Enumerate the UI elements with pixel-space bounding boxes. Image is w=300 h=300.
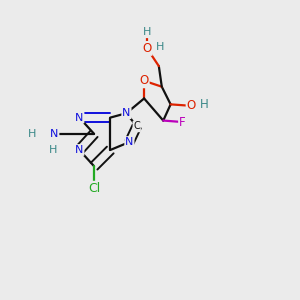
Text: O: O bbox=[142, 42, 152, 55]
Text: N: N bbox=[125, 137, 134, 147]
Text: F: F bbox=[179, 116, 186, 128]
Text: N: N bbox=[50, 129, 58, 139]
Text: H: H bbox=[49, 145, 57, 155]
Text: H: H bbox=[28, 129, 36, 139]
Text: N: N bbox=[75, 145, 83, 155]
Text: O: O bbox=[187, 99, 196, 112]
Text: N: N bbox=[75, 112, 83, 123]
Text: H: H bbox=[143, 27, 151, 37]
Text: Cl: Cl bbox=[88, 182, 100, 195]
Text: O: O bbox=[140, 74, 149, 87]
Text: C: C bbox=[134, 122, 140, 131]
Text: H: H bbox=[156, 42, 164, 52]
Text: H: H bbox=[200, 98, 209, 111]
Text: N: N bbox=[122, 108, 130, 118]
